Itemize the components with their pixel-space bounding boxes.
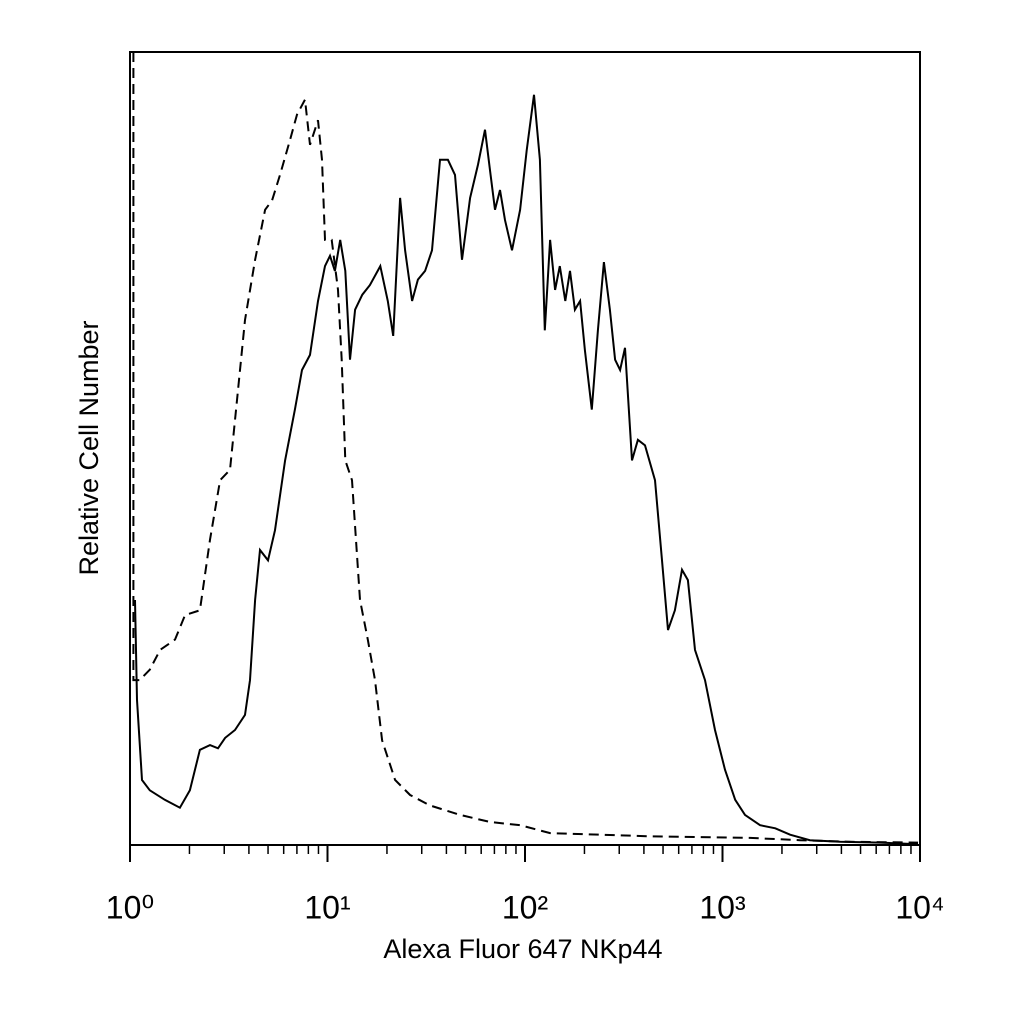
x-tick-label: 10⁰ <box>106 889 154 925</box>
x-tick-label: 10⁴ <box>895 889 944 925</box>
y-axis-label: Relative Cell Number <box>74 320 104 575</box>
histogram-line <box>134 94 919 846</box>
x-tick-label: 10¹ <box>304 889 350 925</box>
x-tick-label: 10² <box>502 889 549 925</box>
x-axis-label: Alexa Fluor 647 NKp44 <box>383 934 662 964</box>
histogram-line <box>132 52 919 844</box>
x-tick-label: 10³ <box>699 889 746 925</box>
